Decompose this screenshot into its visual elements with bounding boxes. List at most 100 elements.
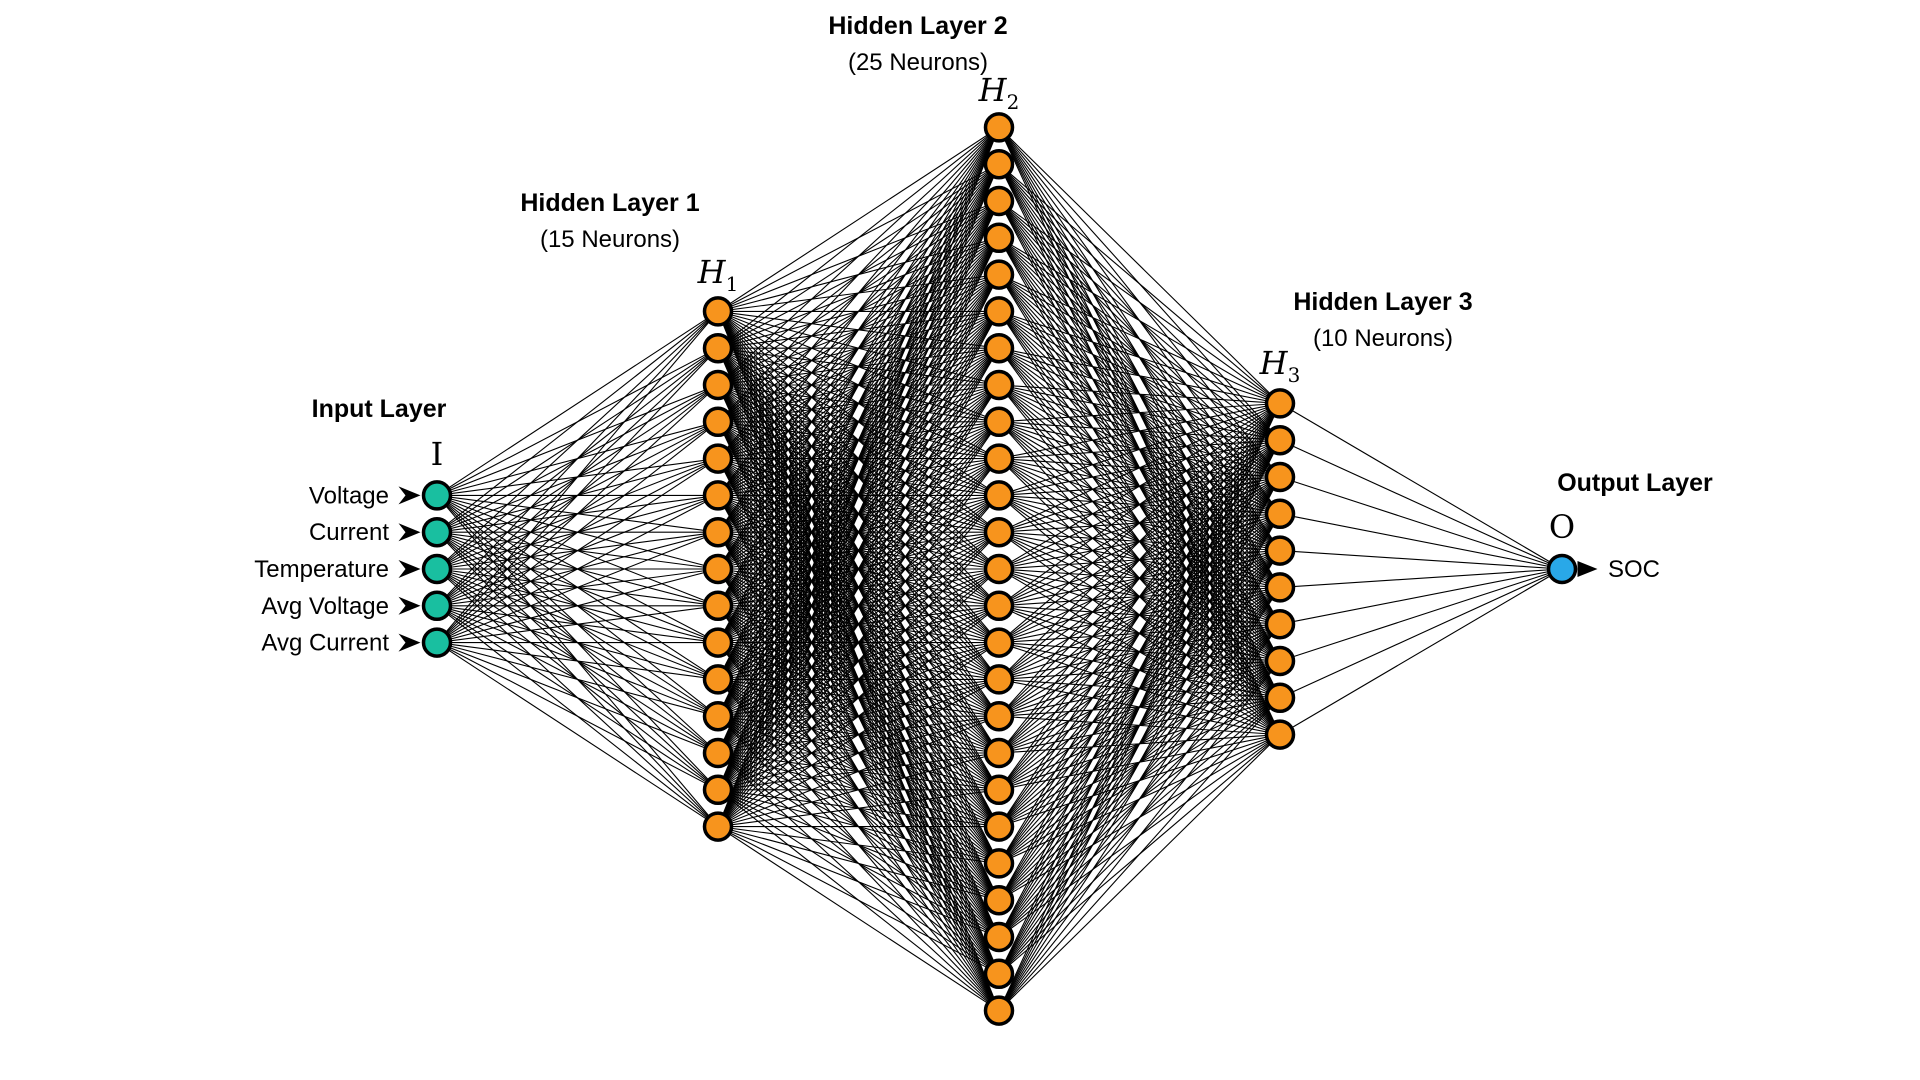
connection-hidden1-2-to-hidden2-1 <box>717 126 1000 349</box>
hidden3-neuron-2 <box>1264 424 1296 456</box>
connection-hidden2-17-to-hidden3-1 <box>998 403 1281 717</box>
connection-hidden1-15-to-hidden2-11 <box>717 495 1000 827</box>
connection-hidden1-15-to-hidden2-16 <box>717 678 1000 828</box>
hidden2-neuron-21 <box>983 848 1015 879</box>
connection-hidden2-3-to-hidden3-1 <box>998 200 1281 404</box>
connection-hidden2-25-to-hidden3-2 <box>998 439 1281 1011</box>
connection-hidden1-15-to-hidden2-3 <box>717 200 1000 827</box>
hidden2-symbol-subscript: 2 <box>1007 90 1020 114</box>
hidden1-layer-symbol: H1 <box>697 253 739 296</box>
hidden1-layer-title: Hidden Layer 1 <box>520 189 699 217</box>
connection-hidden1-7-to-hidden2-1 <box>717 127 1000 533</box>
connection-input-3-to-hidden1-1 <box>436 310 719 570</box>
hidden1-neuron-9 <box>702 590 734 622</box>
hidden2-neuron-11 <box>983 480 1015 511</box>
hidden1-neuron-15 <box>702 811 734 842</box>
hidden2-neuron-12 <box>983 516 1015 548</box>
connection-hidden1-15-to-hidden2-17 <box>717 715 1000 828</box>
output-feature-label-1: SOC <box>1608 556 1660 583</box>
connection-hidden2-8-to-hidden3-1 <box>998 384 1281 404</box>
input-symbol-letter: I <box>431 435 444 473</box>
connection-hidden2-25-to-hidden3-3 <box>998 476 1281 1011</box>
hidden2-neuron-24 <box>983 958 1015 990</box>
connection-hidden1-15-to-hidden2-23 <box>717 826 1000 938</box>
hidden3-neuron-5 <box>1264 535 1296 566</box>
connection-hidden3-4-to-output-1 <box>1279 513 1563 570</box>
connection-input-1-to-hidden1-1 <box>436 310 719 496</box>
input-arrow-2 <box>398 523 421 542</box>
connection-hidden2-25-to-hidden3-8 <box>998 660 1281 1011</box>
connection-hidden2-22-to-hidden3-1 <box>998 403 1281 901</box>
hidden2-symbol-letter: H <box>978 71 1008 109</box>
connection-hidden1-15-to-hidden2-19 <box>717 789 1000 828</box>
hidden1-neuron-1 <box>702 296 734 327</box>
hidden2-neuron-14 <box>983 590 1015 622</box>
connection-input-5-to-hidden1-2 <box>436 347 719 643</box>
connection-input-5-to-hidden1-1 <box>436 311 719 643</box>
connection-hidden1-15-to-hidden2-10 <box>717 458 1000 827</box>
connection-hidden1-8-to-hidden2-1 <box>717 127 1000 570</box>
connection-input-5-to-hidden1-12 <box>436 642 719 717</box>
connection-hidden3-6-to-output-1 <box>1279 568 1563 588</box>
hidden2-neuron-5 <box>983 259 1015 290</box>
connection-hidden1-1-to-hidden2-1 <box>717 126 1000 312</box>
connection-hidden2-20-to-hidden3-1 <box>998 403 1281 827</box>
input-feature-label-4: Avg Voltage <box>261 593 389 620</box>
connection-hidden2-21-to-hidden3-1 <box>998 403 1281 864</box>
hidden1-neuron-7 <box>702 516 734 548</box>
connection-hidden1-6-to-hidden2-1 <box>717 127 1000 496</box>
hidden2-neuron-25 <box>983 995 1015 1026</box>
connection-hidden1-5-to-hidden2-1 <box>717 127 1000 459</box>
hidden3-neuron-1 <box>1264 388 1296 419</box>
input-arrow-1 <box>398 486 421 505</box>
connection-hidden1-10-to-hidden2-1 <box>717 127 1000 643</box>
connection-hidden3-7-to-output-1 <box>1279 568 1563 625</box>
output-layer-symbol: O <box>1549 508 1575 546</box>
hidden1-neuron-5 <box>702 443 734 474</box>
connection-hidden2-14-to-hidden3-1 <box>998 402 1281 607</box>
connection-hidden1-13-to-hidden2-1 <box>717 127 1000 754</box>
connection-hidden2-19-to-hidden3-1 <box>998 403 1281 791</box>
connection-hidden3-1-to-output-1 <box>1279 402 1563 570</box>
input-feature-label-3: Temperature <box>254 556 389 583</box>
hidden1-neuron-12 <box>702 700 734 732</box>
hidden2-neuron-4 <box>983 222 1015 254</box>
hidden2-neuron-16 <box>983 664 1015 695</box>
hidden1-neuron-3 <box>702 369 734 401</box>
connection-hidden2-15-to-hidden3-1 <box>998 402 1281 644</box>
connection-hidden2-10-to-hidden3-1 <box>998 402 1281 460</box>
connection-hidden1-15-to-hidden2-7 <box>717 347 1000 827</box>
connection-input-5-to-hidden1-11 <box>436 642 719 680</box>
hidden3-neuron-10 <box>1264 719 1296 750</box>
connection-hidden1-15-to-hidden2-18 <box>717 752 1000 828</box>
hidden3-layer-subtitle: (10 Neurons) <box>1313 325 1453 352</box>
input-layer-title: Input Layer <box>312 395 447 423</box>
connection-hidden2-13-to-hidden3-1 <box>998 402 1281 570</box>
connection-input-4-to-hidden1-1 <box>436 311 719 607</box>
input-neuron-4 <box>421 590 453 622</box>
connection-hidden2-25-to-hidden3-1 <box>998 403 1281 1011</box>
connection-input-5-to-hidden1-8 <box>436 568 719 644</box>
hidden3-neuron-8 <box>1264 645 1296 677</box>
connection-hidden2-1-to-hidden3-1 <box>998 127 1281 404</box>
input-feature-label-1: Voltage <box>309 482 389 509</box>
connection-hidden1-15-to-hidden2-12 <box>717 531 1000 827</box>
hidden2-neuron-9 <box>983 406 1015 438</box>
hidden3-symbol-letter: H <box>1259 344 1289 382</box>
connection-hidden2-11-to-hidden3-1 <box>998 402 1281 496</box>
connection-hidden1-15-to-hidden2-6 <box>717 311 1000 827</box>
connection-hidden1-15-to-hidden2-22 <box>717 826 1000 901</box>
connection-hidden1-4-to-hidden2-1 <box>717 127 1000 423</box>
connection-hidden2-25-to-hidden3-6 <box>998 587 1281 1011</box>
hidden2-neuron-15 <box>983 627 1015 658</box>
hidden1-neuron-8 <box>702 553 734 585</box>
connection-hidden1-15-to-hidden2-8 <box>717 384 1000 827</box>
connections <box>436 126 1563 1012</box>
connection-hidden2-2-to-hidden3-1 <box>998 163 1281 404</box>
neurons <box>421 112 1578 1026</box>
input-layer-symbol: I <box>431 435 444 473</box>
connection-hidden1-15-to-hidden2-9 <box>717 421 1000 827</box>
connection-hidden1-14-to-hidden2-1 <box>717 127 1000 791</box>
connection-hidden2-16-to-hidden3-1 <box>998 403 1281 680</box>
